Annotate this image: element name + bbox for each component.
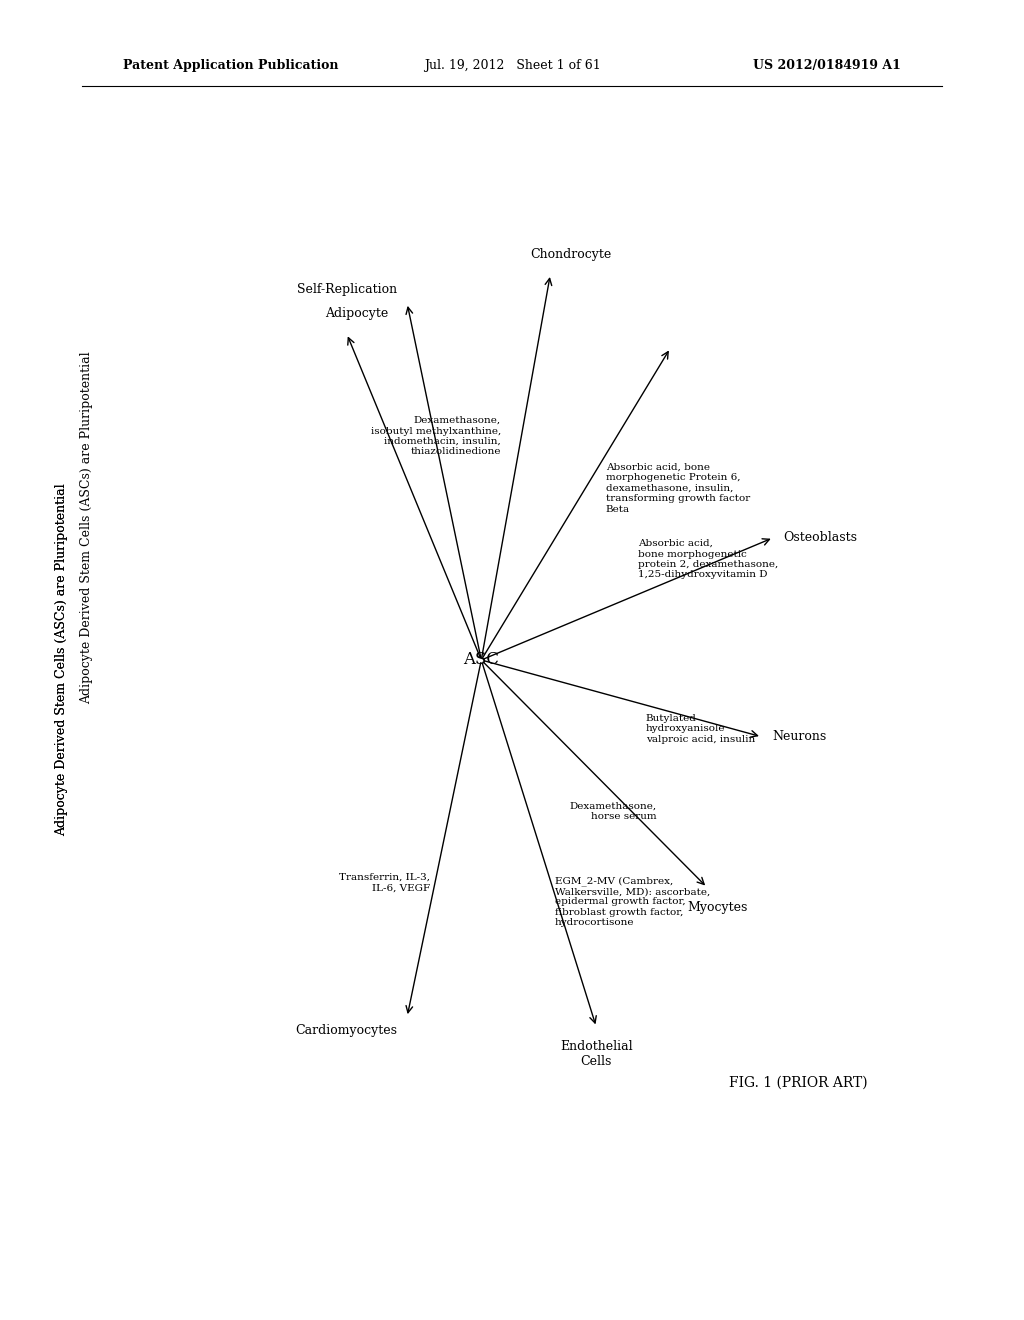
Text: Endothelial
Cells: Endothelial Cells [560, 1040, 633, 1068]
Text: Adipocyte Derived Stem Cells (ASCs) are Pluripotential: Adipocyte Derived Stem Cells (ASCs) are … [55, 483, 68, 837]
Text: Absorbic acid,
bone morphogenetic
protein 2, dexamethasone,
1,25-dihydroxyvitami: Absorbic acid, bone morphogenetic protei… [638, 539, 778, 579]
Text: Myocytes: Myocytes [687, 900, 748, 913]
Text: Patent Application Publication: Patent Application Publication [123, 59, 338, 73]
Text: ASC: ASC [463, 652, 500, 668]
Text: Dexamethasone,
horse serum: Dexamethasone, horse serum [569, 801, 656, 821]
Text: FIG. 1 (PRIOR ART): FIG. 1 (PRIOR ART) [729, 1076, 868, 1089]
Text: Adipocyte: Adipocyte [326, 308, 388, 321]
Text: Self-Replication: Self-Replication [297, 284, 397, 296]
Text: EGM_2-MV (Cambrex,
Walkersville, MD): ascorbate,
epidermal growth factor,
fibrob: EGM_2-MV (Cambrex, Walkersville, MD): as… [555, 876, 710, 927]
Text: Adipocyte Derived Stem Cells (ASCs) are Pluripotential: Adipocyte Derived Stem Cells (ASCs) are … [55, 483, 68, 837]
Text: US 2012/0184919 A1: US 2012/0184919 A1 [754, 59, 901, 73]
Text: Dexamethasone,
isobutyl methylxanthine,
indomethacin, insulin,
thiazolidinedione: Dexamethasone, isobutyl methylxanthine, … [371, 416, 501, 457]
Text: Cardiomyocytes: Cardiomyocytes [295, 1024, 397, 1036]
Text: Butylated
hydroxyanisole
valproic acid, insulin: Butylated hydroxyanisole valproic acid, … [646, 714, 755, 743]
Text: Osteoblasts: Osteoblasts [783, 531, 858, 544]
Text: Adipocyte Derived Stem Cells (ASCs) are Pluripotential: Adipocyte Derived Stem Cells (ASCs) are … [81, 351, 93, 705]
Text: Neurons: Neurons [772, 730, 826, 743]
Text: Transferrin, IL-3,
IL-6, VEGF: Transferrin, IL-3, IL-6, VEGF [339, 873, 430, 892]
Text: Absorbic acid, bone
morphogenetic Protein 6,
dexamethasone, insulin,
transformin: Absorbic acid, bone morphogenetic Protei… [606, 463, 750, 513]
Text: Jul. 19, 2012   Sheet 1 of 61: Jul. 19, 2012 Sheet 1 of 61 [424, 59, 600, 73]
Text: Chondrocyte: Chondrocyte [530, 248, 611, 261]
